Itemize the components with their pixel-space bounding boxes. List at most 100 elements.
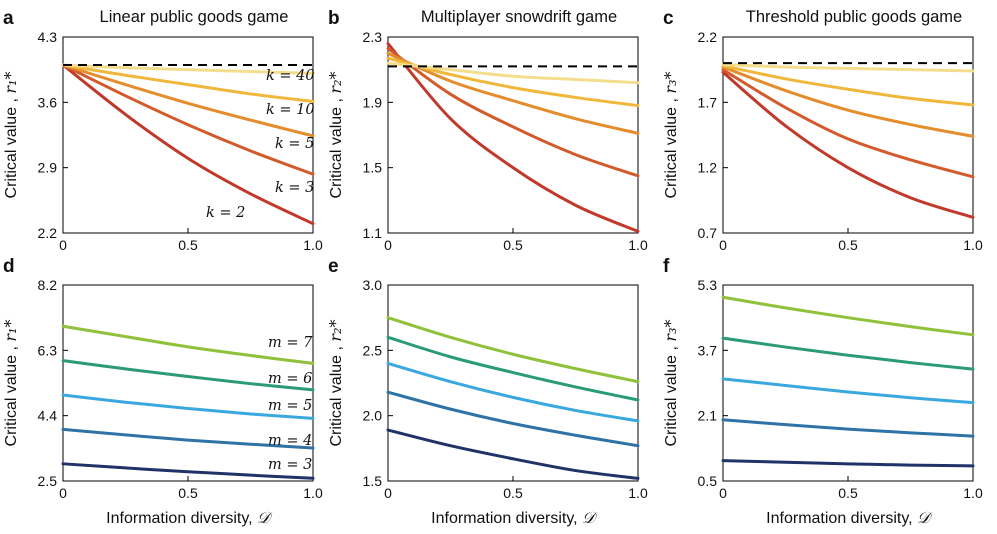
x-tick-label: 0 (384, 237, 392, 253)
x-tick-label: 0.5 (178, 237, 198, 253)
x-tick-label: 1.0 (963, 485, 983, 501)
y-tick-label: 2.1 (698, 408, 718, 424)
curve-annotation: m = 5 (268, 398, 312, 414)
panel-label: c (663, 8, 674, 29)
x-tick-label: 0.5 (838, 237, 858, 253)
x-tick-label: 1.0 (303, 237, 323, 253)
y-tick-label: 2.5 (38, 473, 58, 489)
plot-frame (387, 284, 639, 482)
series-line-m7 (61, 324, 315, 365)
series-line-m4 (386, 390, 640, 448)
y-tick-label: 6.3 (38, 342, 58, 358)
series-line-k2 (386, 42, 640, 233)
panel-title: Multiplayer snowdrift game (421, 8, 617, 26)
y-tick-label: 1.5 (363, 473, 383, 489)
series-line-m5 (61, 393, 315, 420)
y-tick-label: 3.6 (38, 94, 58, 110)
curve-annotation: m = 4 (268, 433, 312, 449)
y-tick-label: 3.7 (698, 342, 718, 358)
y-tick-label: 3.0 (363, 277, 383, 293)
y-axis-label: Critical value , r₂* (326, 72, 345, 199)
y-tick-label: 2.2 (698, 29, 718, 45)
y-tick-label: 1.2 (698, 160, 718, 176)
x-axis-label: Information diversity, 𝒟 (766, 508, 933, 527)
x-tick-label: 1.0 (628, 485, 648, 501)
series-line-k2 (61, 63, 315, 226)
series-line-m4 (721, 418, 975, 438)
y-tick-label: 1.5 (363, 160, 383, 176)
series-line-k5 (61, 63, 315, 138)
x-tick-label: 0.5 (838, 485, 858, 501)
panel-label: d (3, 256, 15, 277)
curve-annotation: k = 10 (266, 102, 315, 118)
x-tick-label: 0 (719, 237, 727, 253)
y-axis-label: Critical value , r₁* (1, 320, 20, 447)
curve-annotation: k = 3 (275, 180, 314, 196)
y-tick-label: 8.2 (38, 277, 58, 293)
series-line-k40 (721, 62, 975, 73)
series-line-m7 (386, 316, 640, 384)
series-line-k40 (386, 61, 640, 85)
y-tick-label: 2.2 (38, 225, 58, 241)
series-line-m3 (61, 462, 315, 480)
x-tick-label: 1.0 (303, 485, 323, 501)
series-line-k5 (386, 51, 640, 135)
series-line-k10 (721, 64, 975, 107)
y-axis-label: Critical value , r₃* (661, 320, 680, 447)
curve-annotation: m = 7 (268, 335, 313, 351)
x-tick-label: 1.0 (963, 237, 983, 253)
panel-c: c Threshold public goods game 0 0.5 1.0 0.7 1.… (661, 8, 983, 253)
y-axis-label: Critical value , r₃* (661, 72, 680, 199)
x-tick-label: 0.5 (178, 485, 198, 501)
series-line-m6 (721, 336, 975, 371)
x-tick-label: 0 (59, 237, 67, 253)
series-line-m6 (386, 335, 640, 402)
series-line-k3 (61, 63, 315, 176)
y-tick-label: 2.3 (363, 29, 383, 45)
x-axis-label: Information diversity, 𝒟 (431, 508, 598, 527)
curve-annotation: k = 5 (275, 136, 314, 152)
y-tick-label: 1.7 (698, 94, 718, 110)
x-tick-label: 0 (59, 485, 67, 501)
series-line-k3 (721, 68, 975, 179)
series-line-m3 (386, 428, 640, 480)
panel-label: f (663, 256, 670, 277)
panel-e: e 0 0.5 1.0 1.5 2.0 2.5 3.0 Critical value , r₂*… (326, 256, 648, 527)
y-tick-label: 0.5 (698, 473, 718, 489)
y-tick-label: 4.4 (38, 408, 58, 424)
x-axis-label: Information diversity, 𝒟 (106, 508, 273, 527)
y-axis-label: Critical value , r₂* (326, 320, 345, 447)
series-line-m7 (721, 295, 975, 337)
series-line-m5 (386, 361, 640, 423)
curve-annotation: m = 6 (268, 371, 312, 387)
x-tick-label: 0.5 (503, 485, 523, 501)
y-tick-label: 2.9 (38, 160, 58, 176)
panel-label: b (328, 8, 340, 29)
panel-d: d 0 0.5 1.0 2.5 4.4 6.3 8.2 Critical value , r₁*… (1, 256, 323, 527)
series-line-m6 (61, 359, 315, 392)
series-line-k2 (721, 70, 975, 219)
y-axis-label: Critical value , r₁* (1, 72, 20, 199)
y-tick-label: 1.9 (363, 94, 383, 110)
y-tick-label: 5.3 (698, 277, 718, 293)
x-tick-label: 0 (719, 485, 727, 501)
y-tick-label: 2.0 (363, 408, 383, 424)
panel-b: b Multiplayer snowdrift game 0 0.5 1.0 1.1 1.5… (326, 8, 648, 253)
x-tick-label: 1.0 (628, 237, 648, 253)
panel-title: Linear public goods game (100, 8, 289, 26)
y-tick-label: 0.7 (698, 225, 718, 241)
y-tick-label: 1.1 (363, 225, 383, 241)
series-line-m4 (61, 427, 315, 450)
panel-title: Threshold public goods game (746, 8, 962, 26)
series-line-k5 (721, 65, 975, 138)
x-tick-label: 0.5 (503, 237, 523, 253)
series-line-m3 (721, 459, 975, 468)
curve-annotation: k = 40 (266, 68, 315, 84)
series-line-k40 (61, 63, 315, 75)
series-line-k3 (386, 46, 640, 178)
curve-annotation: k = 2 (206, 205, 245, 221)
panel-label: e (328, 256, 339, 277)
series-line-m5 (721, 377, 975, 405)
